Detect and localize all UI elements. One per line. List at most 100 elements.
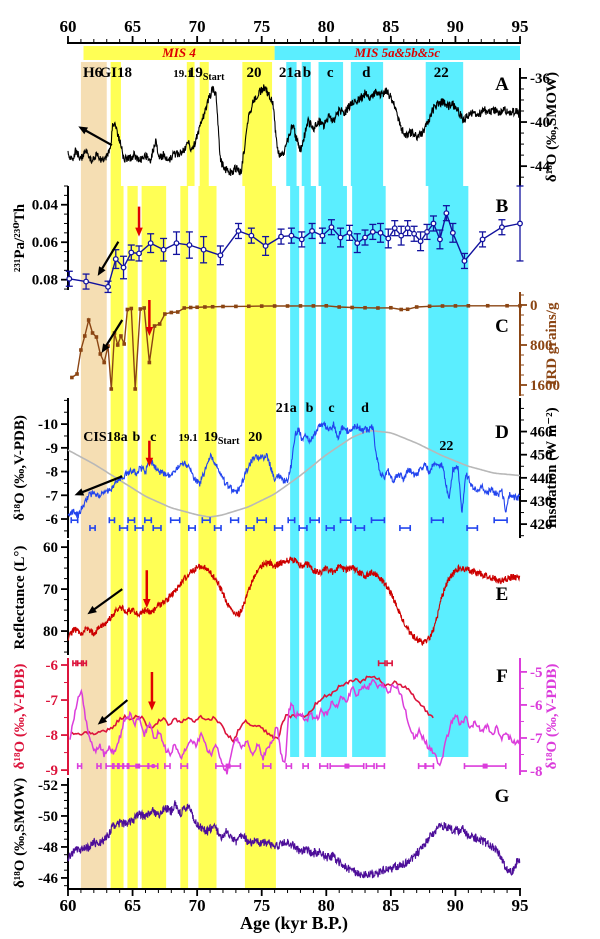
marker-square-C [152,324,157,328]
marker-square-C [169,310,174,315]
vertical-bands [80,62,469,888]
marker-square-C [311,304,316,308]
marker-square-C [122,342,126,346]
marker-square-C [142,306,146,310]
series-d18o-smow-g- [67,800,521,879]
bottom-tick-label: 70 [189,896,206,915]
band-yellow-top [186,62,195,186]
age-marker-square [135,763,141,769]
marker-square-C [350,305,354,310]
band-cyan-bottom [428,186,469,757]
tick-label-A: -36 [530,71,550,87]
marker-circle-B [66,275,73,282]
marker-circle-B [369,228,376,235]
mis-segment-1 [274,46,520,60]
band-yellow-bottom [127,186,138,888]
mis-bar: MIS 4 MIS 5a&5b&5c [83,45,520,60]
marker-circle-B [377,229,384,236]
marker-circle-B [288,232,295,239]
tick-label-C: 800 [530,338,553,354]
axis-title-F-right: δ¹⁸O (‰,V-PDB) [544,664,560,770]
tick-label-C: 1600 [530,378,560,394]
marker-square-C [285,304,290,308]
black-arrow-C [103,319,124,349]
marker-circle-B [309,228,316,234]
marker-square-C [125,307,130,312]
marker-circle-B [105,283,111,290]
black-arrow-A [83,128,113,147]
marker-square-C [70,375,74,380]
marker-circle-B [278,233,285,240]
band-cyan-bottom [352,186,386,757]
tick-label-D: 430 [530,494,553,510]
panel-letter-C: C [495,316,509,337]
tick-label-D: -9 [46,441,59,457]
tick-label-D: 440 [530,471,553,487]
tick-label-A: -40 [530,115,550,131]
black-arrow-D [79,475,123,495]
tick-label-G: -46 [38,871,58,887]
marker-square-C [298,304,303,308]
marker-square-C [109,387,114,391]
tick-label-B: 0.04 [32,198,59,214]
annotation-D-CIS18a: CIS18a [83,430,127,445]
marker-circle-B [479,236,486,243]
marker-circle-B [417,238,424,245]
annotation-D-b: b [306,401,314,416]
axis-title-B-left: ²³¹Pa/²³⁰Th [12,203,28,272]
age-marker-dot [151,763,156,769]
annotation-19.1: 19.1 [173,68,192,80]
marker-square-C [272,304,277,308]
tick-label-D: 460 [530,425,553,441]
band-cyan-bottom [304,186,316,757]
marker-circle-B [160,246,167,253]
tick-label-F: -5 [530,665,543,681]
axis-title-D-left: δ¹⁸O (‰,V-PDB) [12,415,28,521]
tick-label-F: -7 [530,731,543,747]
age-axes: 60 65 70 75 80 85 90 95 60 65 70 75 80 85 90 95 [60,17,529,915]
black-arrow-E-head [87,605,97,615]
band-h6-tan [80,62,107,888]
marker-circle-B [235,228,242,234]
marker-square-C [102,360,106,365]
marker-square-C [79,348,83,352]
band-cyan-top [350,62,384,186]
tick-label-C: 0 [530,298,538,314]
tick-label-B: 0.08 [32,273,58,289]
marker-circle-B [200,246,207,253]
marker-circle-B [120,264,127,271]
annotation-D-c: c [328,401,334,416]
annotation-H6: H6 [83,65,103,81]
axis-title-C-right: IRD grains/g [544,302,560,385]
band-yellow-bottom [180,186,189,888]
marker-circle-B [404,225,411,232]
red-arrow-F-head [148,701,156,711]
red-arrow-E-head [143,599,151,608]
black-arrow-B-head [97,266,106,276]
red-arrow-C-head [145,327,154,336]
band-cyan-top [301,62,311,186]
marker-square-C [175,310,180,314]
band-yellow-bottom [198,186,217,888]
black-arrow-D-head [74,488,85,496]
marker-square-C [94,335,99,339]
band-yellow-top [199,62,209,186]
top-tick-label: 80 [318,17,335,36]
marker-square-C [466,304,471,308]
axis-title-D-right: Insolation (W m⁻²) [544,407,560,528]
tick-label-F: -6 [46,658,59,674]
black-arrow-E [91,588,123,612]
series-speleothem-d18o-v-pdb- [67,420,521,518]
marker-circle-B [430,220,437,227]
marker-square-C [324,304,329,308]
marker-circle-B [443,210,450,217]
bottom-tick-label: 85 [382,896,399,915]
marker-square-C [75,372,79,376]
tick-label-D: 420 [530,517,553,533]
marker-square-C [106,344,110,348]
tick-label-F: -9 [46,763,59,779]
marker-square-C [203,305,207,309]
